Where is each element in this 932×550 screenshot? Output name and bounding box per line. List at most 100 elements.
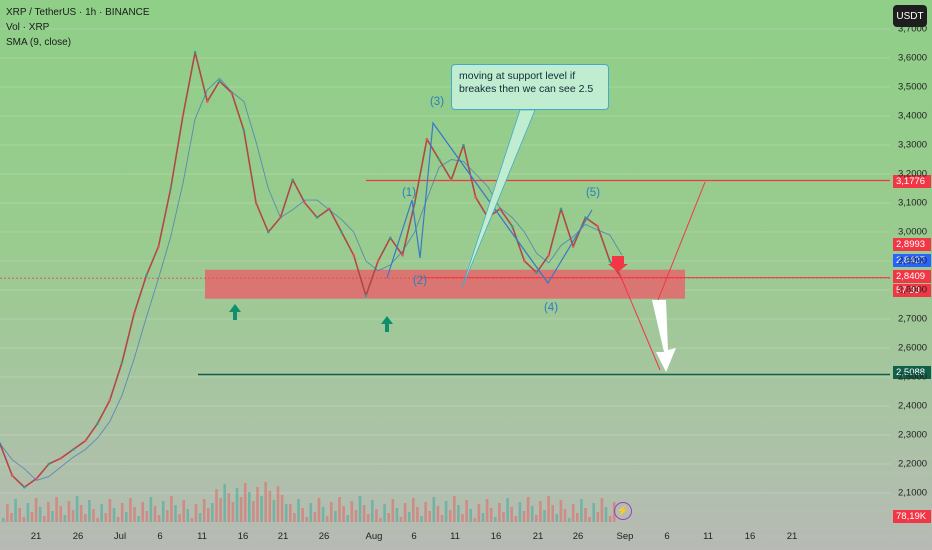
volume-bar-137 (563, 509, 567, 522)
volume-bar-136 (559, 500, 563, 522)
price-point-13 (157, 245, 160, 248)
volume-bar-27 (112, 508, 116, 522)
volume-bar-135 (555, 514, 559, 522)
x-tick-label: 16 (490, 531, 502, 542)
volume-bar-30 (125, 512, 128, 522)
volume-tag: 78,19K (893, 510, 931, 523)
sma-indicator-label[interactable]: SMA (9, close) (6, 37, 72, 48)
volume-bar-49 (202, 499, 206, 522)
price-point-49 (596, 224, 599, 228)
wave-label-3: (3) (429, 96, 445, 108)
price-point-37 (450, 178, 453, 182)
volume-bar-5 (22, 517, 26, 522)
price-tag-resistance: 3,1776 (893, 175, 931, 188)
price-point-11 (132, 311, 136, 315)
volume-bar-77 (317, 498, 321, 522)
volume-bar-45 (186, 509, 190, 522)
bullish-projection (657, 181, 706, 301)
price-point-42 (510, 224, 514, 228)
volume-bar-54 (223, 484, 226, 522)
x-tick-label: 6 (411, 531, 417, 542)
volume-bar-85 (350, 501, 354, 522)
volume-bar-12 (51, 511, 54, 522)
volume-bar-6 (26, 503, 30, 522)
volume-bar-138 (567, 518, 571, 522)
y-tick-label: 3,4000 (898, 110, 928, 122)
volume-bar-55 (227, 493, 231, 522)
volume-bar-112 (461, 514, 464, 522)
x-tick-label: 26 (72, 531, 84, 542)
volume-bar-101 (416, 507, 419, 522)
currency-button[interactable]: USDT (893, 5, 927, 27)
price-point-16 (193, 50, 197, 54)
volume-bar-121 (498, 503, 501, 522)
annotation-callout[interactable]: moving at support level if breakes then … (451, 64, 609, 110)
volume-bar-90 (371, 500, 374, 522)
x-tick-label: 11 (703, 531, 713, 542)
price-point-38 (462, 143, 465, 147)
price-point-30 (364, 294, 368, 298)
volume-bar-64 (264, 482, 267, 522)
volume-bar-58 (239, 497, 243, 522)
volume-bar-20 (84, 514, 87, 522)
price-point-44 (535, 271, 538, 274)
volume-bar-84 (346, 515, 349, 522)
volume-bar-63 (260, 496, 263, 522)
volume-bar-69 (284, 504, 288, 522)
volume-bar-59 (243, 483, 247, 522)
volume-bar-31 (129, 498, 132, 522)
price-point-33 (401, 253, 404, 257)
price-point-5 (59, 456, 63, 460)
volume-bar-67 (276, 486, 280, 522)
volume-bar-24 (100, 504, 103, 522)
volume-bar-42 (174, 505, 177, 522)
volume-bar-148 (608, 516, 612, 522)
volume-bar-98 (403, 503, 407, 522)
volume-bar-118 (485, 499, 489, 522)
volume-bar-8 (34, 498, 38, 522)
price-point-18 (218, 79, 221, 83)
volume-bar-68 (280, 495, 284, 522)
volume-bar-106 (436, 506, 440, 522)
lightning-icon[interactable]: ⚡ (614, 502, 632, 520)
volume-bar-65 (268, 491, 272, 522)
volume-bar-127 (522, 511, 526, 522)
price-point-28 (340, 230, 343, 234)
symbol-title[interactable]: XRP / TetherUS · 1h · BINANCE (6, 7, 150, 18)
volume-bar-11 (47, 502, 50, 522)
x-tick-label: Aug (365, 531, 383, 542)
volume-bar-114 (469, 509, 472, 522)
volume-bar-48 (198, 513, 202, 522)
volume-bar-115 (473, 518, 477, 522)
volume-bar-62 (256, 487, 259, 522)
volume-bar-134 (551, 505, 554, 522)
price-point-8 (96, 422, 99, 425)
volume-bar-117 (481, 513, 485, 522)
price-point-25 (303, 201, 307, 205)
y-tick-label: 3,5000 (898, 81, 928, 93)
volume-bar-16 (67, 501, 71, 522)
volume-bar-57 (235, 488, 239, 522)
buy-arrow-icon-2 (381, 316, 393, 332)
volume-indicator-label[interactable]: Vol · XRP (6, 22, 50, 33)
volume-bar-124 (510, 507, 513, 522)
volume-bar-28 (116, 517, 120, 522)
y-tick-label: 3,0000 (898, 226, 928, 238)
volume-bar-47 (194, 504, 198, 522)
volume-bar-111 (457, 505, 460, 522)
volume-bar-143 (588, 517, 591, 522)
volume-bar-145 (596, 512, 600, 522)
price-point-12 (145, 274, 148, 277)
volume-bar-120 (494, 517, 497, 522)
volume-bar-0 (2, 518, 5, 522)
x-tick-label: Sep (616, 531, 634, 542)
volume-bar-22 (92, 509, 95, 522)
volume-bar-18 (75, 496, 79, 522)
volume-bar-119 (489, 508, 493, 522)
price-point-35 (425, 137, 429, 141)
volume-bar-15 (63, 515, 67, 522)
price-point-50 (608, 259, 612, 263)
volume-bar-38 (157, 515, 161, 522)
